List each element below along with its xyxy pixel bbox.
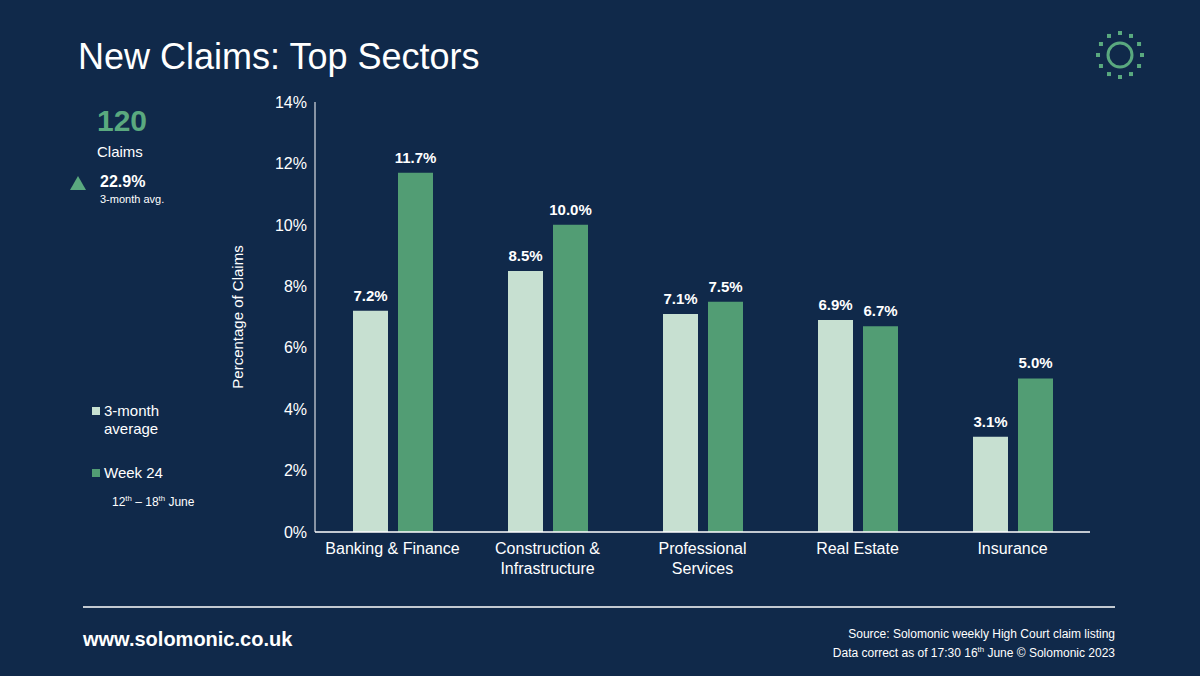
svg-text:3.1%: 3.1%: [973, 413, 1007, 430]
svg-text:6.7%: 6.7%: [863, 302, 897, 319]
svg-text:2%: 2%: [284, 462, 307, 479]
svg-text:6%: 6%: [284, 339, 307, 356]
html-text:Source: Solomonic weekly High: Source: Solomonic weekly High Court clai…: [848, 627, 1115, 641]
html-text:12th– 18thJune: 12th– 18thJune: [112, 494, 195, 509]
html-text:Claims: Claims: [97, 143, 143, 160]
svg-text:Services: Services: [672, 560, 733, 577]
html-text:Week 24: Week 24: [104, 464, 163, 481]
svg-text:Banking & Finance: Banking & Finance: [325, 540, 459, 557]
html-text:22.9%: 22.9%: [100, 173, 146, 190]
html-text:3-month avg.: 3-month avg.: [100, 193, 165, 205]
svg-text:12%: 12%: [275, 155, 307, 172]
svg-text:7.1%: 7.1%: [663, 290, 697, 307]
html-text:Data correct as of 17:30 16thJ: Data correct as of 17:30 16thJune © Solo…: [832, 645, 1115, 660]
svg-text:11.7%: 11.7%: [395, 149, 437, 166]
svg-text:Real Estate: Real Estate: [816, 540, 899, 557]
svg-text:4%: 4%: [284, 401, 307, 418]
svg-text:7.2%: 7.2%: [353, 287, 387, 304]
html-text:New Claims: Top Sectors: New Claims: Top Sectors: [78, 36, 480, 77]
svg-text:Professional: Professional: [658, 540, 746, 557]
svg-text:Percentage of Claims: Percentage of Claims: [230, 245, 246, 388]
svg-text:Insurance: Insurance: [977, 540, 1047, 557]
svg-text:14%: 14%: [275, 94, 307, 111]
svg-text:8%: 8%: [284, 278, 307, 295]
html-text:3-month average: 3-month average: [104, 402, 159, 437]
svg-text:7.5%: 7.5%: [708, 278, 742, 295]
svg-text:5.0%: 5.0%: [1018, 354, 1052, 371]
html-text:120: 120: [97, 104, 148, 137]
svg-text:6.9%: 6.9%: [818, 296, 852, 313]
html-text:www.solomonic.co.uk: www.solomonic.co.uk: [83, 628, 293, 650]
svg-text:10.0%: 10.0%: [549, 201, 592, 218]
svg-text:8.5%: 8.5%: [508, 247, 542, 264]
svg-text:Construction &: Construction &: [495, 540, 600, 557]
svg-text:Infrastructure: Infrastructure: [500, 560, 594, 577]
svg-text:10%: 10%: [275, 217, 307, 234]
svg-text:0%: 0%: [284, 524, 307, 541]
